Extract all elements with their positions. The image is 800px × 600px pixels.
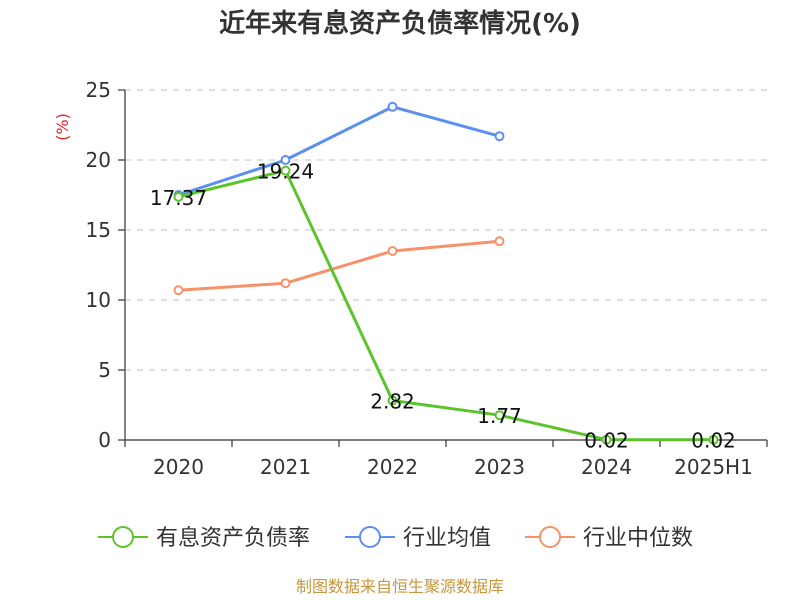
legend-swatch-marker[interactable] [112,526,134,548]
y-tick-label: 15 [86,218,111,242]
plot-area [173,101,719,445]
grid-lines [125,89,767,371]
x-tick-label: 2020 [153,455,204,479]
legend[interactable]: 有息资产负债率 行业均值 行业中位数 [98,526,693,551]
x-tick-label: 2021 [260,455,311,479]
data-labels: 17.37 19.24 2.82 1.77 0.02 0.02 [150,160,736,453]
data-point[interactable] [494,236,505,247]
data-point[interactable] [387,246,398,256]
data-label: 19.24 [257,160,314,184]
data-point[interactable] [494,410,505,421]
y-axis-label: (%) [53,113,72,141]
x-tick-label: 2024 [581,455,632,479]
series-line [178,169,714,442]
legend-label[interactable]: 有息资产负债率 [156,526,310,551]
data-point[interactable] [601,434,612,445]
data-label: 17.37 [150,186,207,210]
series-line [178,239,500,292]
data-point[interactable] [494,131,505,142]
x-tick-label: 2022 [367,455,418,479]
data-point[interactable] [708,434,719,445]
y-tick-label: 25 [86,78,111,102]
legend-label[interactable]: 行业均值 [403,526,491,551]
source-note: 制图数据来自恒生聚源数据库 [296,577,504,596]
data-point[interactable] [173,191,184,202]
data-point[interactable] [387,395,398,406]
data-label: 0.02 [691,429,736,453]
x-tick-label: 2023 [474,455,525,479]
y-tick-label: 20 [86,148,111,172]
chart-title: 近年来有息资产负债率情况(%) [219,8,581,39]
x-tick-label: 2025H1 [674,455,753,479]
data-point[interactable] [280,155,291,165]
legend-swatch-marker[interactable] [359,526,381,548]
data-point[interactable] [280,165,291,176]
data-label: 0.02 [584,429,629,453]
data-label: 2.82 [370,390,415,414]
y-tick-label: 0 [98,428,111,452]
data-label: 1.77 [477,404,522,428]
axes: 0 5 10 15 20 25 2020 2021 2022 2023 2024 2025H1 [86,78,768,479]
y-tick-label: 5 [98,358,111,382]
series-line [178,105,500,197]
legend-swatch-marker[interactable] [539,526,561,548]
data-point[interactable] [173,285,184,296]
legend-label[interactable]: 行业中位数 [583,526,693,551]
data-point[interactable] [387,101,398,112]
data-point[interactable] [280,278,291,289]
y-tick-label: 10 [86,288,111,312]
